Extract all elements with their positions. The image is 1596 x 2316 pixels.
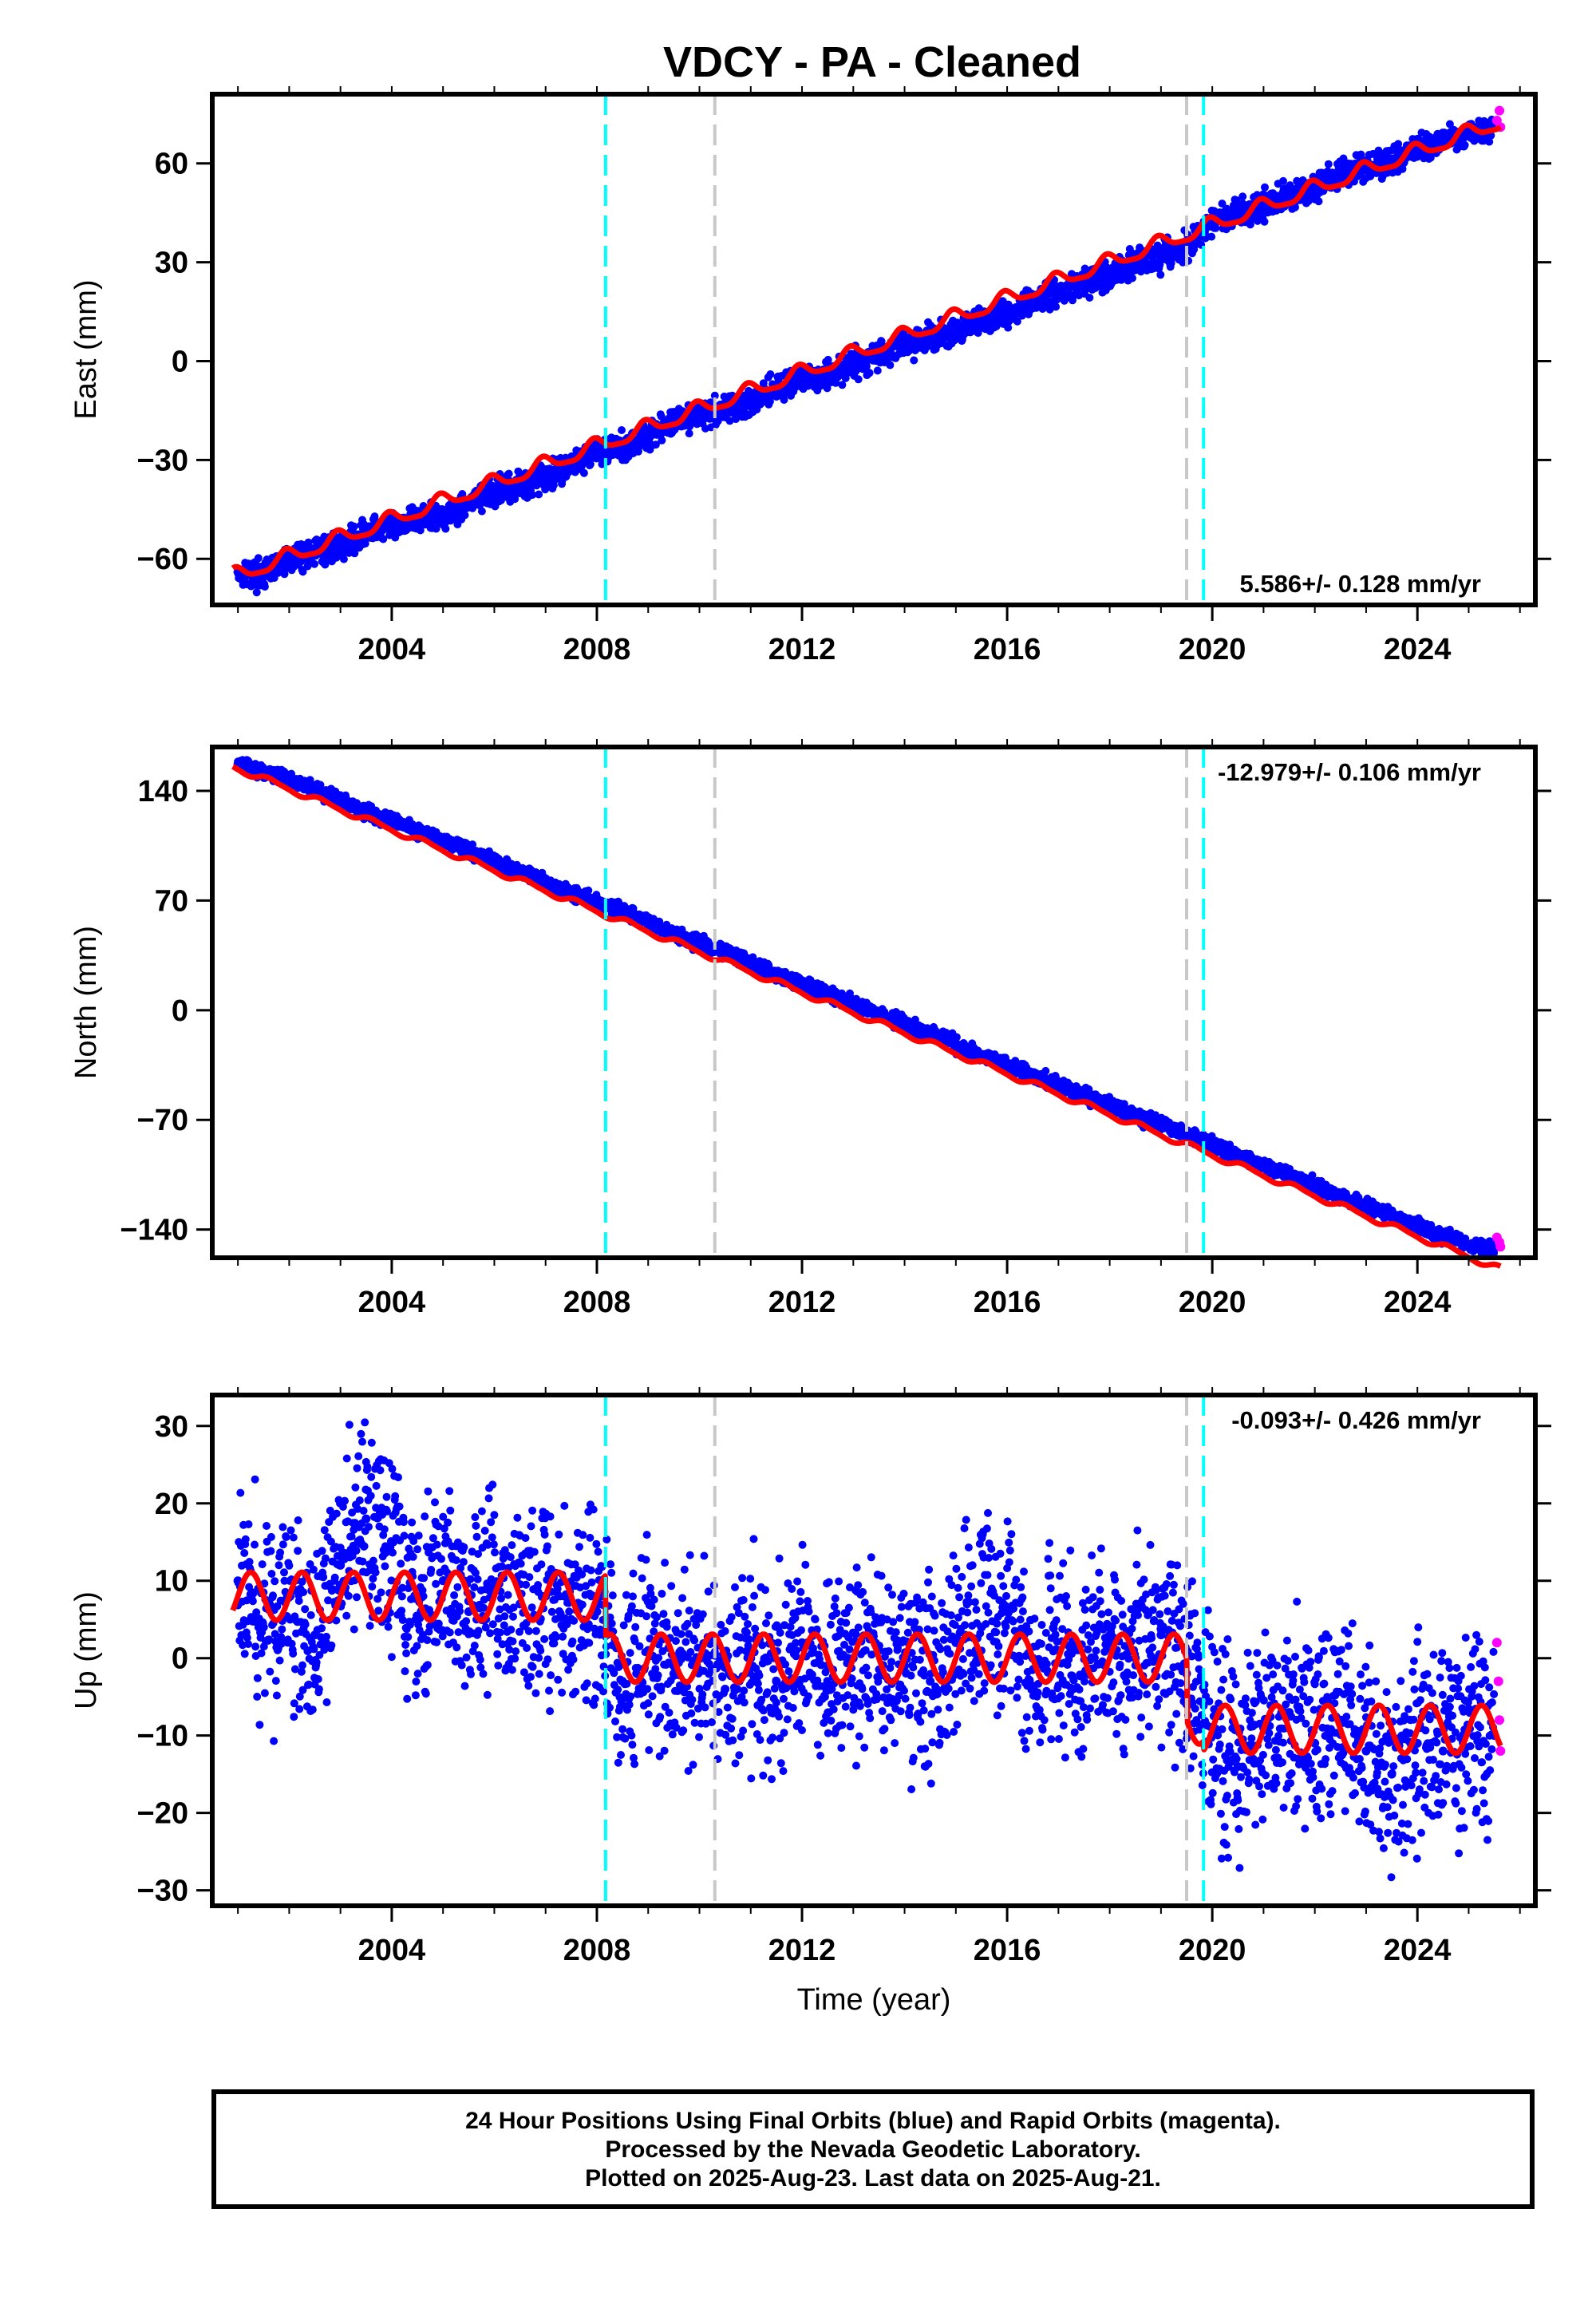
final-orbit-point xyxy=(780,396,788,404)
x-tick-label: 2008 xyxy=(563,633,631,666)
final-orbit-point xyxy=(651,441,660,449)
final-orbit-point xyxy=(951,326,961,336)
panel-2: 2004 2008 2012 2016 2020 2024−140−70070140Nor… xyxy=(69,739,1551,1319)
final-orbit-point xyxy=(321,560,330,569)
panels-container: 2004 2008 2012 2016 2020 2024 −60 −30 0 30 60 East … xyxy=(69,86,1551,2017)
y-axis-label: East (mm) xyxy=(69,279,103,419)
final-orbit-point xyxy=(1233,208,1242,218)
final-orbit-point xyxy=(592,445,602,455)
final-orbit-point xyxy=(1156,254,1166,263)
final-orbit-point xyxy=(1085,294,1094,302)
final-orbit-point xyxy=(497,496,505,504)
final-orbit-point xyxy=(618,426,626,434)
final-orbit-point xyxy=(284,554,294,563)
final-orbit-point xyxy=(460,511,469,520)
y-tick-label: 0 xyxy=(172,345,188,378)
final-orbit-point xyxy=(1052,302,1061,311)
x-tick-label: 2024 xyxy=(1384,633,1452,666)
final-orbit-point xyxy=(746,396,756,405)
final-orbit-point xyxy=(1314,197,1323,206)
final-orbit-point xyxy=(952,1033,961,1041)
final-orbit-point xyxy=(1261,183,1269,192)
final-orbit-point xyxy=(685,429,693,438)
final-orbit-point xyxy=(438,512,448,521)
final-orbit-point xyxy=(1260,217,1269,226)
final-orbit-point xyxy=(458,490,467,498)
final-orbit-point xyxy=(528,491,537,500)
final-orbit-point xyxy=(310,559,318,568)
final-orbit-point xyxy=(695,409,705,419)
figure-title: VDCY - PA - Cleaned xyxy=(663,38,1081,86)
final-orbit-point xyxy=(797,376,807,385)
final-orbit-point xyxy=(370,512,379,521)
final-orbit-point xyxy=(765,397,774,405)
final-orbit-point xyxy=(1464,129,1473,139)
final-orbit-point xyxy=(643,432,653,441)
final-orbit-points xyxy=(233,115,1499,597)
final-orbit-point xyxy=(516,481,525,491)
final-orbit-point xyxy=(336,541,346,551)
final-orbit-point xyxy=(1336,168,1345,178)
final-orbit-points xyxy=(233,756,1499,1259)
final-orbit-point xyxy=(254,554,263,563)
final-orbit-point xyxy=(416,526,425,535)
final-orbit-point xyxy=(1324,160,1333,168)
final-orbit-point xyxy=(298,567,307,576)
final-orbit-point xyxy=(379,535,388,543)
final-orbit-point xyxy=(1279,176,1287,185)
final-orbit-point xyxy=(658,436,666,445)
final-orbit-point xyxy=(350,549,359,558)
panel-1: 2004 2008 2012 2016 2020 2024 −60 −30 0 30 60 East … xyxy=(69,86,1551,666)
final-orbit-point xyxy=(350,522,358,531)
final-orbit-point xyxy=(477,507,486,516)
y-tick-label: 60 xyxy=(155,148,188,181)
final-orbit-point xyxy=(489,488,499,498)
final-orbit-point xyxy=(1105,271,1115,280)
final-orbit-point xyxy=(541,472,551,481)
x-tick-label: 2020 xyxy=(1179,633,1246,666)
y-tick-label: −60 xyxy=(137,543,188,576)
final-orbit-point xyxy=(504,469,513,478)
final-orbit-point xyxy=(977,317,986,326)
final-orbit-point xyxy=(900,340,910,350)
final-orbit-point xyxy=(586,460,595,468)
final-orbit-point xyxy=(441,524,450,533)
x-tick-label: 2016 xyxy=(974,633,1041,666)
final-orbit-point xyxy=(387,521,397,531)
rate-annotation: 5.586+/- 0.128 mm/yr xyxy=(1240,570,1481,598)
final-orbit-point xyxy=(252,588,261,597)
final-orbit-point xyxy=(725,417,734,425)
final-orbit-point xyxy=(910,356,918,365)
final-orbit-point xyxy=(1156,271,1165,279)
final-orbit-point xyxy=(873,366,882,375)
final-orbit-point xyxy=(1438,136,1448,145)
final-orbit-point xyxy=(260,583,269,591)
final-orbit-point xyxy=(1238,192,1247,201)
final-orbit-point xyxy=(710,391,719,400)
rapid-orbit-point xyxy=(1495,105,1505,116)
final-orbit-point xyxy=(361,539,369,548)
final-orbit-point xyxy=(865,369,874,377)
y-tick-label: −30 xyxy=(137,444,188,477)
final-orbit-point xyxy=(535,490,543,499)
final-orbit-point xyxy=(1002,310,1012,320)
final-orbit-point xyxy=(886,361,895,370)
final-orbit-point xyxy=(766,370,775,378)
x-tick-label: 2012 xyxy=(768,633,836,666)
final-orbit-point xyxy=(1460,140,1469,149)
final-orbit-point xyxy=(854,375,863,384)
x-tick-label: 2004 xyxy=(358,633,426,666)
final-orbit-point xyxy=(848,360,858,370)
final-orbit-point xyxy=(579,468,588,477)
final-orbit-point xyxy=(1053,287,1063,297)
final-orbit-point xyxy=(732,415,740,424)
y-tick-label: 30 xyxy=(155,247,188,280)
final-orbit-point xyxy=(339,555,348,563)
final-orbit-point xyxy=(1207,232,1216,241)
final-orbit-point xyxy=(1128,274,1136,283)
final-orbit-point xyxy=(549,480,558,489)
final-orbit-point xyxy=(1041,1066,1050,1075)
